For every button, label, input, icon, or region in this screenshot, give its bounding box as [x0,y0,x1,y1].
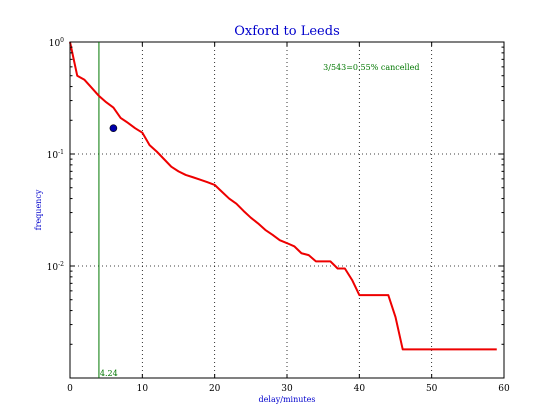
y-axis-label: frequency [34,189,43,230]
y-tick-label: 10-1 [47,149,64,161]
grid [70,42,504,378]
axis-ticks: 0 10 20 30 40 50 60 100 10-1 10-2 [47,37,510,394]
x-tick-label: 20 [209,384,221,394]
series-line [69,41,497,351]
x-tick-label: 0 [67,384,73,394]
x-tick-label: 40 [354,384,366,394]
series-group [69,41,497,351]
x-axis-label: delay/minutes [259,395,316,404]
x-tick-label: 30 [281,384,293,394]
data-point-marker [109,124,118,132]
x-tick-label: 10 [137,384,149,394]
reference-line-label: 4.24 [100,369,118,378]
chart-title: Oxford to Leeds [234,24,340,39]
x-tick-label: 50 [426,384,438,394]
y-tick-label: 10-2 [47,261,64,273]
y-tick-label: 100 [49,37,64,49]
cancellation-annotation: 3/543=0.55% cancelled [323,63,419,72]
x-tick-label: 60 [498,384,510,394]
reference-line-group: 4.24 [98,42,118,378]
